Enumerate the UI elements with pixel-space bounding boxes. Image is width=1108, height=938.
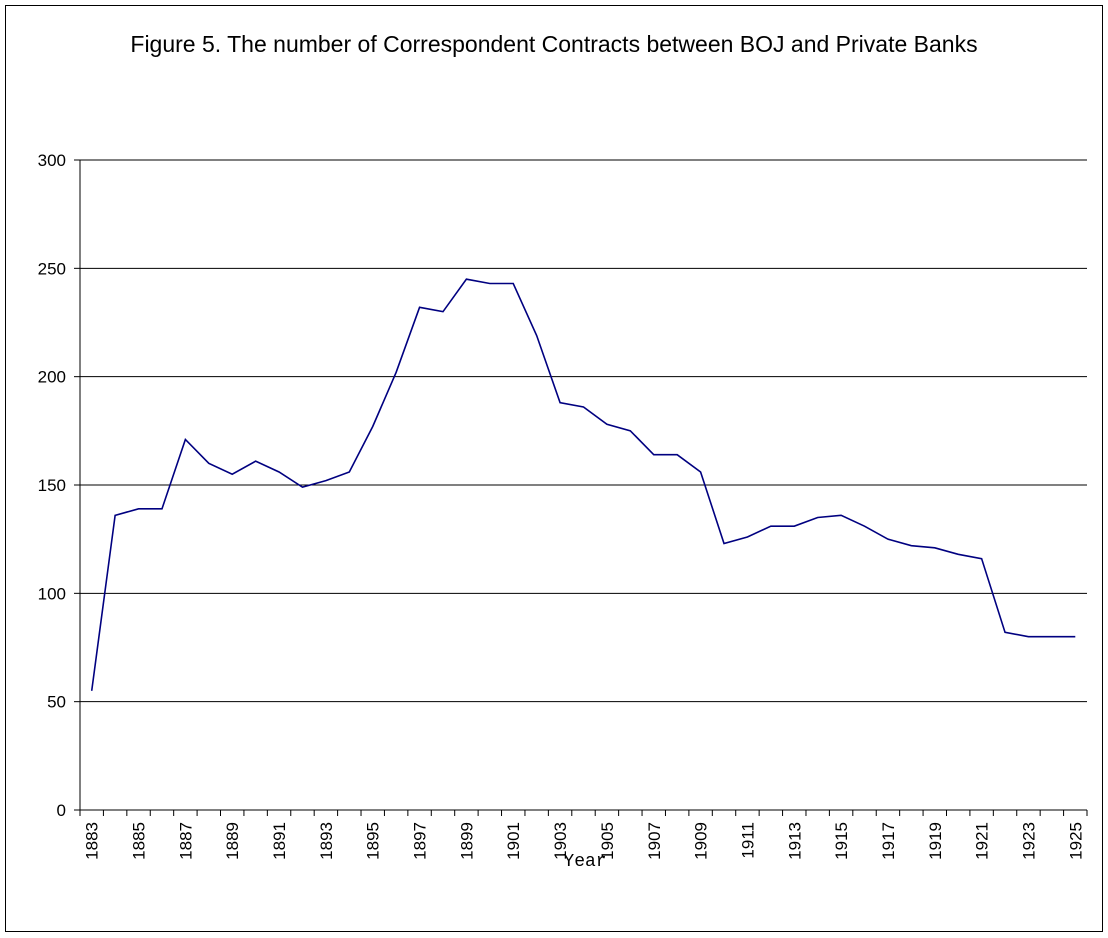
y-tick-label: 50: [47, 693, 66, 712]
x-tick-label: 1915: [832, 822, 851, 860]
x-tick-label: 1917: [879, 822, 898, 860]
x-tick-label: 1911: [738, 822, 757, 859]
x-tick-label: 1923: [1019, 822, 1038, 860]
data-line: [90, 278, 1076, 691]
x-tick-label: 1889: [223, 822, 242, 860]
y-tick-label: 0: [57, 801, 66, 820]
chart-border: [5, 5, 1103, 932]
x-tick-label: 1909: [692, 822, 711, 860]
x-tick-label: 1905: [598, 822, 617, 860]
x-tick-label: 1885: [130, 822, 149, 860]
title-box: Figure 5. The number of Correspondent Co…: [130, 31, 978, 57]
y-tick-label: 300: [38, 151, 66, 170]
x-tick-label: 1919: [926, 822, 945, 860]
y-tick-label: 200: [38, 368, 66, 387]
x-tick-label: 1891: [270, 822, 289, 860]
x-tick-label: 1887: [176, 822, 195, 860]
x-tick-label: 1907: [645, 822, 664, 860]
x-tick-label: 1921: [973, 822, 992, 860]
x-tick-label: 1925: [1066, 822, 1085, 860]
x-tick-label: 1899: [457, 822, 476, 860]
x-tick-label: 1913: [785, 822, 804, 860]
x-tick-label: 1897: [411, 822, 430, 860]
x-tick-label: 1893: [317, 822, 336, 860]
x-axis-label: Year: [563, 852, 606, 872]
y-tick-label: 250: [38, 259, 66, 278]
x-tick-label: 1895: [364, 822, 383, 860]
x-tick-label: 1883: [83, 822, 102, 860]
x-tick-label: 1903: [551, 822, 570, 860]
x-tick-label: 1901: [504, 822, 523, 860]
y-tick-label: 100: [38, 584, 66, 603]
y-tick-label: 150: [38, 476, 66, 495]
chart-title: Figure 5. The number of Correspondent Co…: [130, 31, 978, 57]
